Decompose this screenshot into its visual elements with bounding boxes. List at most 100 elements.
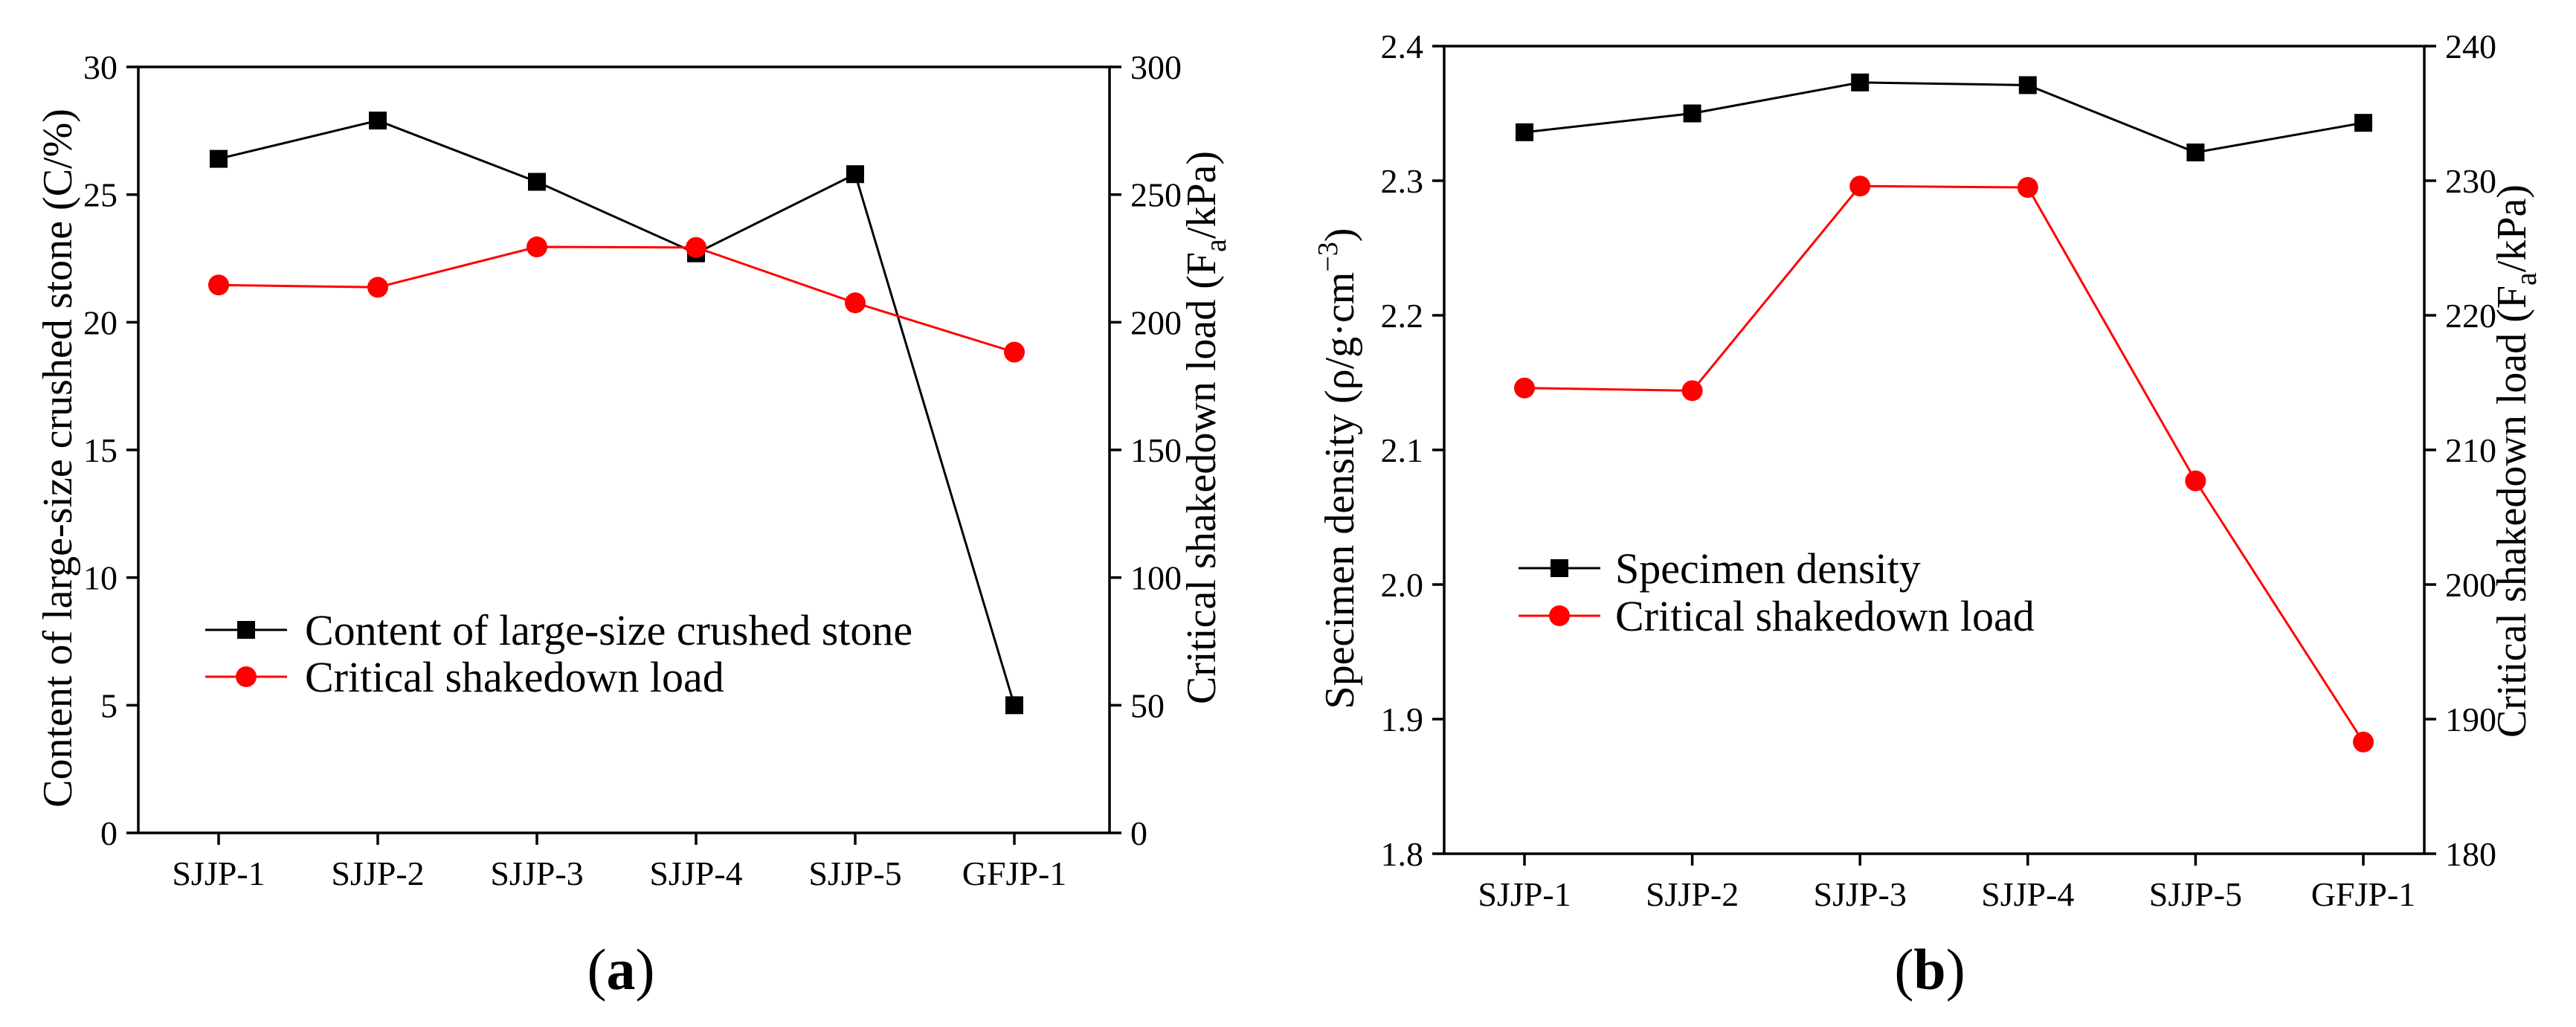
chart-a-series-0-point <box>528 173 546 191</box>
chart-panel-a: SJJP-1 SJJP-2 SJJP-3 SJJP-4 SJJP-5 GFJP-1 0 5 1… <box>35 48 1232 1002</box>
chart-a-series-1-point <box>208 274 229 296</box>
chart-b-left-tick-labels: 1.8 1.9 2.0 2.1 2.2 2.3 2.4 <box>1381 28 1424 873</box>
chart-a-right-tick-label: 300 <box>1130 48 1182 86</box>
chart-b-legend-label-black: Specimen density <box>1615 544 1921 593</box>
chart-a-series-1-line <box>218 245 1015 353</box>
chart-b-x-tick-label: SJJP-1 <box>1478 875 1571 913</box>
chart-b-left-axis-label: Specimen density (ρ/g·cm−3) <box>1313 228 1363 709</box>
chart-a-series-0-point <box>1005 696 1023 715</box>
chart-b-right-axis-label: Critical shakedown load (Fa/kPa) <box>2489 184 2543 738</box>
chart-a-series-0-point <box>210 149 228 168</box>
chart-a-left-tick-label: 30 <box>83 48 117 86</box>
chart-a-frame <box>137 65 1111 834</box>
chart-b-frame <box>1443 45 2426 855</box>
chart-b-x-tick-label: SJJP-3 <box>1814 875 1907 913</box>
chart-b-series-1-point <box>2353 731 2374 753</box>
chart-b-series-1-point <box>1849 176 1871 197</box>
chart-a-legend-square-marker <box>237 621 255 639</box>
chart-b-x-tick-labels: SJJP-1 SJJP-2 SJJP-3 SJJP-4 SJJP-5 GFJP-1 <box>1478 875 2415 913</box>
chart-a-x-tick-label: SJJP-1 <box>172 854 265 892</box>
chart-b-series-0-point <box>2354 114 2372 132</box>
chart-b-plot-area <box>1432 45 2436 866</box>
chart-b-legend-square-marker <box>1551 559 1568 577</box>
chart-b-right-tick-label: 200 <box>2445 566 2496 604</box>
chart-a-series-1-point <box>686 236 706 258</box>
chart-b-series-0-point <box>2018 76 2037 94</box>
chart-a-left-tick-labels: 0 5 10 15 20 25 30 <box>83 48 117 852</box>
chart-b-x-tick-label: SJJP-2 <box>1646 875 1739 913</box>
chart-b-series-0-point <box>1516 123 1533 141</box>
chart-b-left-tick-label: 2.2 <box>1381 297 1424 335</box>
chart-b-x-tick-label: SJJP-4 <box>1981 875 2074 913</box>
chart-b-left-tick-label: 2.4 <box>1381 28 1424 65</box>
chart-a-right-tick-label: 250 <box>1130 176 1182 214</box>
chart-b-series-1-point <box>1681 380 1703 402</box>
chart-a-left-tick-label: 0 <box>100 814 117 852</box>
chart-a-series-lines <box>218 119 1016 706</box>
chart-a-right-tick-label: 0 <box>1130 814 1147 852</box>
chart-panel-b: SJJP-1 SJJP-2 SJJP-3 SJJP-4 SJJP-5 GFJP-1 1.8… <box>1313 28 2543 1002</box>
chart-b-left-tick-label: 2.0 <box>1381 566 1424 604</box>
chart-b-right-tick-label: 180 <box>2445 835 2496 873</box>
chart-b-left-tick-label: 2.1 <box>1381 431 1424 469</box>
chart-a-plot-area <box>126 65 1121 845</box>
chart-b-right-tick-label: 190 <box>2445 701 2496 738</box>
chart-b-right-tick-label: 230 <box>2445 162 2496 200</box>
chart-b-series-1-line <box>1524 184 2365 743</box>
chart-a-right-axis-label: Critical shakedown load (Fa/kPa) <box>1179 151 1232 704</box>
chart-a-x-tick-label: SJJP-2 <box>331 854 424 892</box>
chart-b-legend: Specimen density Critical shakedown load <box>1519 544 2035 640</box>
chart-a-legend-circle-marker <box>236 666 257 687</box>
chart-a-series-1-point <box>527 236 547 258</box>
chart-b-right-tick-labels: 180 190 200 210 220 230 240 <box>2445 28 2496 873</box>
chart-b-series-lines <box>1524 81 2365 743</box>
chart-b-right-tick-label: 210 <box>2445 431 2496 469</box>
chart-b-left-tick-label: 2.3 <box>1381 162 1424 200</box>
chart-a-series-0-point <box>369 112 387 130</box>
chart-a-x-tick-label: SJJP-4 <box>649 854 742 892</box>
chart-a-series-0-line <box>218 119 1016 706</box>
chart-a-series-0-point <box>846 165 864 184</box>
chart-a-right-tick-label: 50 <box>1130 686 1165 724</box>
chart-a-right-tick-labels: 0 50 100 150 200 250 300 <box>1130 48 1182 852</box>
chart-a-left-tick-label: 15 <box>83 431 117 469</box>
chart-b-left-tick-label: 1.9 <box>1381 701 1424 738</box>
chart-b-right-tick-label: 240 <box>2445 28 2496 65</box>
chart-b-right-tick-label: 220 <box>2445 297 2496 335</box>
chart-a-left-tick-label: 10 <box>83 559 117 597</box>
chart-b-series-0-point <box>2186 143 2205 161</box>
chart-a-series-1-point <box>845 292 866 314</box>
chart-a-caption: (a) <box>587 937 655 1002</box>
chart-b-series-0-point <box>1851 73 1870 91</box>
chart-a-left-tick-label: 5 <box>100 686 117 724</box>
chart-b-x-tick-label: GFJP-1 <box>2311 875 2416 913</box>
chart-a-legend: Content of large-size crushed stone Crit… <box>205 606 912 701</box>
chart-b-series-markers <box>1514 73 2374 753</box>
chart-a-legend-label-red: Critical shakedown load <box>305 653 724 701</box>
chart-b-series-0-line <box>1524 81 2364 154</box>
chart-b-left-tick-label: 1.8 <box>1381 835 1424 873</box>
chart-a-series-1-point <box>1004 341 1025 363</box>
chart-b-series-1-point <box>2185 470 2206 492</box>
chart-a-x-tick-label: GFJP-1 <box>962 854 1067 892</box>
chart-a-x-tick-label: SJJP-5 <box>808 854 901 892</box>
chart-b-legend-circle-marker <box>1549 605 1570 626</box>
chart-b-x-tick-label: SJJP-5 <box>2149 875 2242 913</box>
chart-b-legend-label-red: Critical shakedown load <box>1615 592 2035 640</box>
chart-a-legend-label-black: Content of large-size crushed stone <box>305 606 912 654</box>
chart-b-series-0-point <box>1683 104 1701 123</box>
chart-b-series-1-point <box>2017 177 2038 199</box>
chart-b-series-1-point <box>1514 377 1535 399</box>
chart-a-series-markers <box>208 112 1025 715</box>
chart-a-left-tick-label: 25 <box>83 176 117 214</box>
chart-a-x-tick-label: SJJP-3 <box>490 854 583 892</box>
chart-a-right-tick-label: 100 <box>1130 559 1182 597</box>
chart-a-left-axis-label: Content of large-size crushed stone (C/%… <box>35 109 81 808</box>
chart-b-caption: (b) <box>1894 937 1965 1002</box>
chart-a-right-tick-label: 200 <box>1130 303 1182 341</box>
chart-a-x-tick-labels: SJJP-1 SJJP-2 SJJP-3 SJJP-4 SJJP-5 GFJP-1 <box>172 854 1066 892</box>
chart-a-left-tick-label: 20 <box>83 303 117 341</box>
chart-a-right-tick-label: 150 <box>1130 431 1182 469</box>
